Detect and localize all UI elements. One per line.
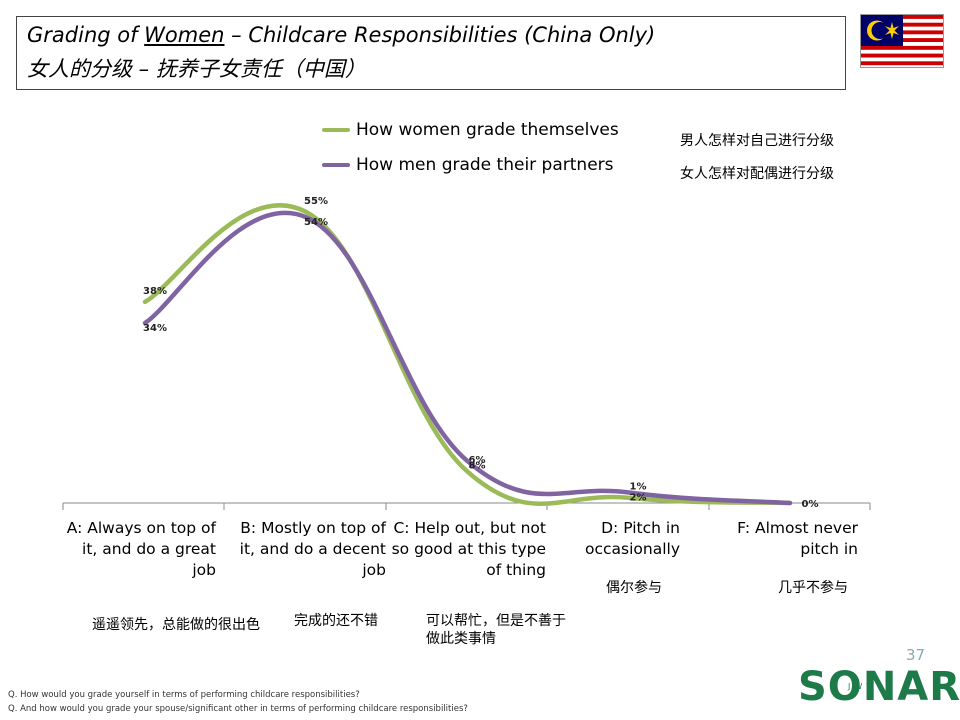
data-label: 34% [143, 323, 167, 334]
footnote: Q. How would you grade yourself in terms… [8, 690, 360, 700]
page-number: 37 [906, 646, 926, 664]
malaysia-flag-icon [860, 14, 944, 68]
footnote: Q. And how would you grade your spouse/s… [8, 704, 468, 714]
data-label: 1% [630, 482, 647, 493]
legend-label-men: How men grade their partners [356, 155, 614, 175]
category-zh-note: 偶尔参与 [606, 580, 662, 596]
series-line-women [142, 203, 793, 506]
category-zh-note: 遥遥领先，总能做的很出色 [92, 617, 260, 633]
legend-item-men: How men grade their partners [322, 155, 614, 175]
data-label: 2% [630, 492, 647, 503]
title-underlined-word: Women [144, 23, 225, 47]
legend-item-women: How women grade themselves [322, 120, 619, 140]
category-zh-note: 可以帮忙，但是不善于做此类事情 [426, 613, 566, 647]
x-tick-label: B: Mostly on top of it, and do a decent … [239, 519, 386, 579]
x-tick-label: D: Pitch in occasionally [585, 519, 680, 558]
page-title-zh: 女人的分级 – 抚养子女责任（中国） [27, 57, 366, 81]
data-label: 38% [143, 286, 167, 297]
legend-swatch-women [322, 128, 350, 132]
legend-swatch-men [322, 163, 350, 167]
legend-label-women: How women grade themselves [356, 120, 619, 140]
category-zh-note: 完成的还不错 [294, 613, 378, 629]
series-line-men [142, 210, 793, 506]
data-label: 54% [304, 217, 328, 228]
logo-subtext: JWT [848, 682, 876, 691]
page-title: Grading of Women – Childcare Responsibil… [27, 23, 656, 47]
data-label: 6% [469, 455, 486, 466]
sonar-logo: SONAR [798, 664, 960, 710]
legend-zh-women: 男人怎样对自己进行分级 [680, 133, 834, 149]
x-tick-label: A: Always on top of it, and do a great j… [66, 519, 216, 579]
x-tick-label: F: Almost never pitch in [737, 519, 858, 558]
data-label: 8% [469, 461, 486, 472]
series-layer: 38% 55% 6% 1% 0% 34% 54% 8% 2% [142, 196, 819, 510]
title-box: Grading of Women – Childcare Responsibil… [16, 16, 846, 90]
legend-zh-men: 女人怎样对配偶进行分级 [680, 166, 834, 182]
x-tick-label: C: Help out, but not so good at this typ… [391, 519, 546, 579]
data-label: 0% [802, 499, 819, 510]
category-zh-note: 几乎不参与 [778, 580, 848, 596]
data-label: 55% [304, 196, 328, 207]
